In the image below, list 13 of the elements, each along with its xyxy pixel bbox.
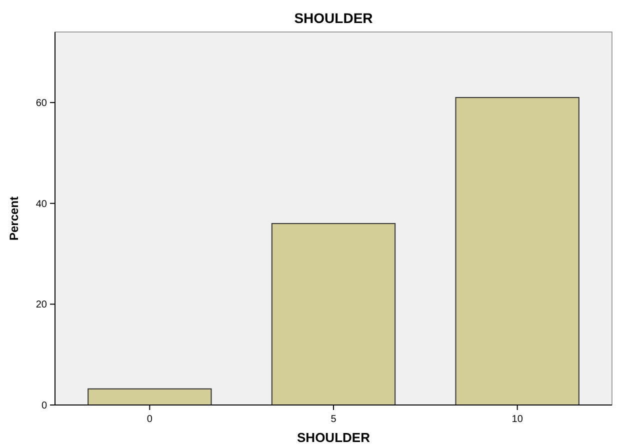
bar — [88, 388, 212, 406]
y-tick-label: 40 — [36, 198, 48, 210]
y-tick-label: 20 — [36, 300, 48, 311]
y-tick-label: 60 — [36, 98, 48, 110]
x-axis-title: SHOULDER — [297, 430, 371, 445]
x-tick-label: 0 — [146, 414, 153, 425]
chart-title: SHOULDER — [294, 10, 373, 26]
bar — [455, 97, 580, 406]
x-tick-label: 5 — [330, 414, 337, 425]
bar — [271, 223, 396, 406]
y-tick-label: 0 — [41, 400, 48, 412]
y-axis-title: Percent — [7, 196, 21, 241]
x-tick-label: 10 — [512, 414, 524, 425]
